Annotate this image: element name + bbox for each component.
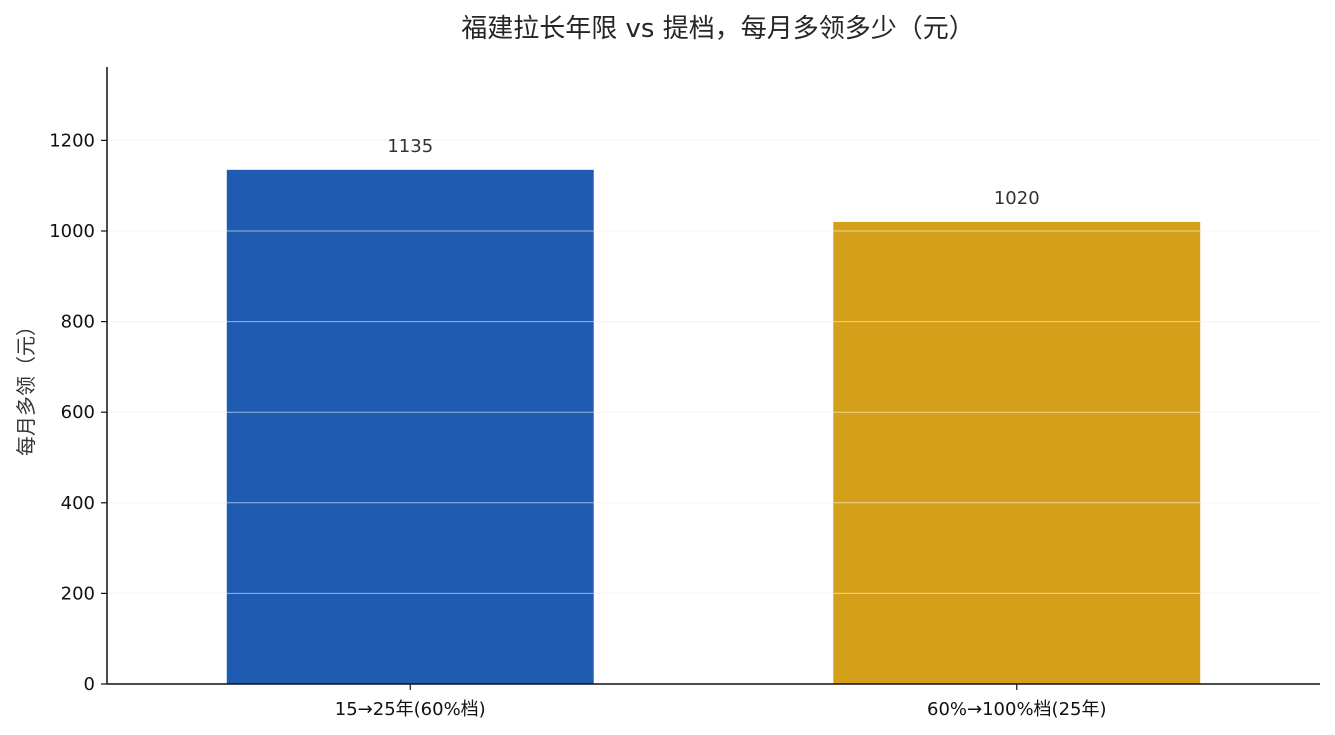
bars	[107, 139, 1320, 685]
y-tick-label: 400	[61, 493, 95, 514]
bar	[226, 169, 594, 685]
y-tick-label: 1200	[49, 130, 95, 151]
y-tick-label: 600	[61, 402, 95, 423]
x-tick-label: 15→25年(60%档)	[335, 699, 486, 720]
y-tick-label: 1000	[49, 221, 95, 242]
axes	[101, 67, 1320, 690]
y-tick-label: 0	[84, 674, 95, 695]
y-axis-label: 每月多领（元）	[14, 316, 38, 456]
y-tick-label: 800	[61, 312, 95, 333]
bar-value-label: 1020	[994, 188, 1040, 209]
y-tick-label: 200	[61, 583, 95, 604]
bar	[833, 221, 1201, 685]
chart-title: 福建拉长年限 vs 提档，每月多领多少（元）	[461, 14, 974, 44]
x-tick-label: 60%→100%档(25年)	[927, 699, 1107, 720]
bar-value-label: 1135	[387, 136, 433, 157]
labels: 0 200 400 600 800 1000 1200 1135 15→25年(60%档) 102…	[49, 130, 1106, 720]
